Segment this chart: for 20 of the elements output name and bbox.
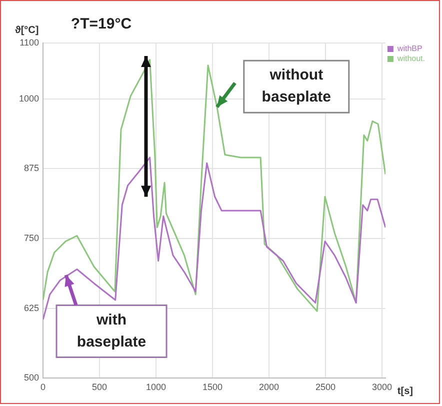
x-tick-label: 2500 bbox=[316, 382, 336, 392]
x-tick-label: 0 bbox=[40, 382, 46, 392]
annotation: with baseplate bbox=[76, 311, 146, 350]
text: ?T=19°C bbox=[70, 16, 132, 33]
x-tick-label: 1000 bbox=[146, 382, 166, 392]
y-axis-title: ϑ[°C] bbox=[15, 24, 39, 36]
x-axis-title: t[s] bbox=[397, 386, 413, 397]
annotation: without baseplate bbox=[262, 66, 332, 106]
x-tick-label: 1500 bbox=[202, 382, 223, 392]
x-tick-label: 2000 bbox=[259, 382, 280, 392]
y-tick-label: 625 bbox=[24, 302, 40, 313]
x-tick-label: 3000 bbox=[372, 382, 392, 392]
x-tick-label: 500 bbox=[92, 382, 108, 392]
y-tick-label: 1000 bbox=[18, 93, 40, 104]
legend-label: withBP bbox=[396, 44, 422, 54]
legend-label: without. bbox=[396, 54, 426, 64]
y-tick-label: 875 bbox=[24, 163, 40, 174]
y-tick-label: 500 bbox=[24, 372, 40, 383]
y-tick-label: 750 bbox=[24, 233, 40, 244]
y-tick-label: 1100 bbox=[20, 37, 40, 48]
